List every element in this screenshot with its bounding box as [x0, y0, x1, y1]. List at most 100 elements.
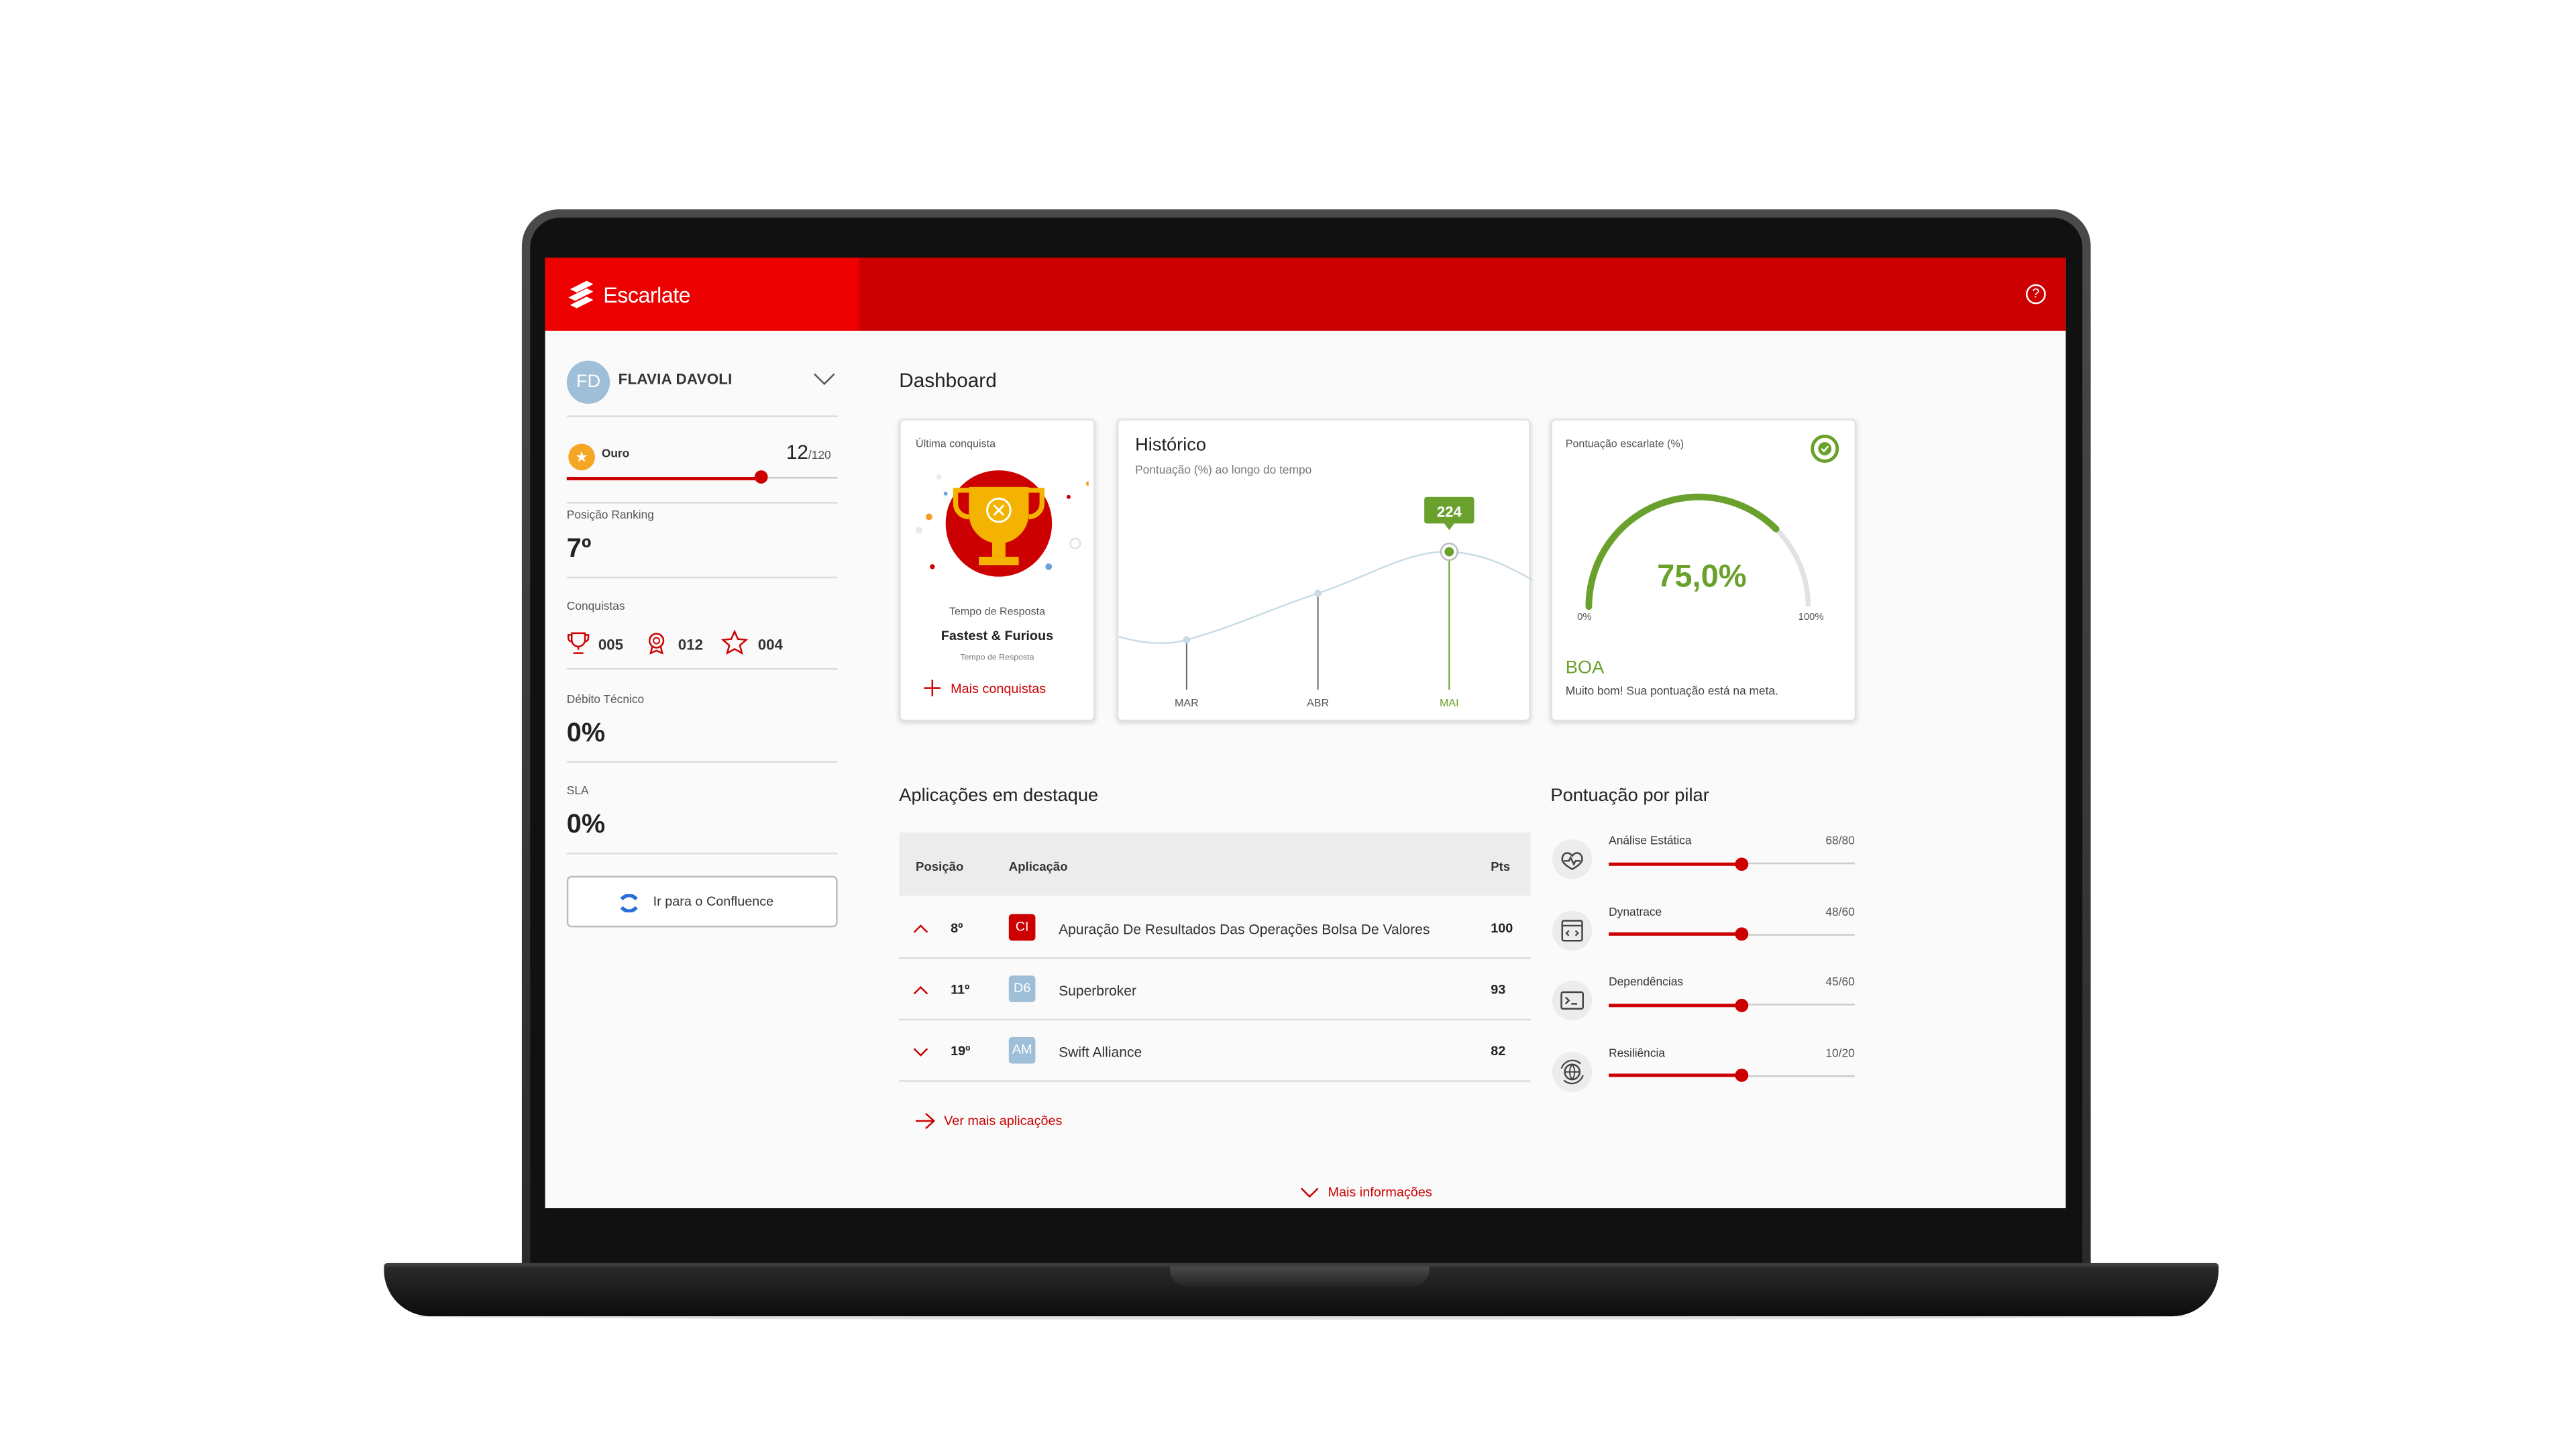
divider: [566, 415, 838, 417]
score-gauge: [1585, 493, 1811, 610]
app-name[interactable]: Superbroker: [1059, 982, 1137, 999]
sla-value: 0%: [566, 810, 606, 840]
pillar-fill: [1609, 861, 1742, 865]
app-badge: CI: [1008, 914, 1036, 941]
app-name[interactable]: Swift Alliance: [1059, 1043, 1142, 1061]
medal-icon: [648, 633, 665, 655]
app-badge: D6: [1008, 975, 1036, 1002]
pillar-icon-bg: [1552, 910, 1593, 950]
confluence-button[interactable]: Ir para o Confluence: [566, 875, 838, 928]
pillar-icon-bg: [1552, 839, 1593, 879]
app-points: 82: [1491, 1043, 1506, 1059]
history-point[interactable]: [1444, 547, 1454, 557]
history-tick-label: MAI: [1440, 697, 1459, 709]
user-name[interactable]: FLAVIA DAVOLI: [618, 370, 733, 388]
trophies-count: 005: [598, 636, 624, 653]
score-label: Pontuação escarlate (%): [1565, 439, 1684, 451]
medals-count: 012: [678, 636, 704, 653]
avatar[interactable]: FD: [566, 360, 610, 405]
history-chart: MAR ABR MAI 224: [1118, 496, 1533, 709]
history-tick-label: MAR: [1175, 697, 1199, 709]
gold-coin-icon: ★: [568, 443, 595, 471]
app-points: 100: [1491, 920, 1513, 936]
history-tooltip: [1424, 496, 1474, 524]
brand-logo-icon[interactable]: [567, 279, 597, 309]
confluence-button-label: Ir para o Confluence: [653, 894, 774, 910]
row-position: 19º: [951, 1043, 971, 1059]
plus-icon[interactable]: [924, 680, 941, 697]
brand-name: Escarlate: [603, 282, 691, 308]
table-row[interactable]: 11º D6 Superbroker 93: [899, 961, 1531, 1021]
pillar-value: 48/60: [1825, 906, 1855, 918]
last-achievement-card: Última conquista Tempo de Resposta Faste…: [899, 419, 1095, 722]
table-row[interactable]: 19º AM Swift Alliance 82: [899, 1022, 1531, 1082]
pillar-value: 68/80: [1825, 836, 1855, 848]
pillar-icon-bg: [1552, 1051, 1593, 1091]
apps-table-header: Posição Aplicação Pts: [899, 833, 1531, 896]
pillar-item[interactable]: Dynatrace 48/60: [1550, 903, 1856, 969]
history-point[interactable]: [1314, 589, 1322, 597]
history-point[interactable]: [1183, 636, 1191, 644]
help-circle-icon[interactable]: ?: [2025, 284, 2046, 305]
score-value: 75,0%: [1657, 559, 1747, 595]
history-tooltip-arrow: [1444, 523, 1454, 531]
col-application: Aplicação: [1008, 859, 1068, 875]
pillar-fill: [1609, 1003, 1742, 1007]
gauge-fill: [1585, 493, 1780, 610]
chevron-up-icon: [913, 985, 928, 995]
more-apps-link[interactable]: Ver mais aplicações: [944, 1113, 1063, 1129]
pillar-name: Resiliência: [1609, 1048, 1666, 1060]
pillar-name: Análise Estática: [1609, 836, 1692, 848]
tech-debt-label: Débito Técnico: [566, 694, 645, 706]
pillar-handle: [1735, 1068, 1749, 1082]
last-achievement-label: Última conquista: [916, 439, 996, 451]
chevron-down-icon[interactable]: [1299, 1185, 1320, 1199]
code-window-icon: [1561, 919, 1583, 941]
stars-count: 004: [757, 636, 783, 653]
pillar-item[interactable]: Dependências 45/60: [1550, 974, 1856, 1040]
pillar-name: Dependências: [1609, 977, 1684, 989]
pillar-fill: [1609, 932, 1742, 936]
brand-area: [545, 258, 859, 331]
arrow-right-icon[interactable]: [914, 1112, 936, 1130]
pillar-handle: [1735, 998, 1749, 1012]
app-badge: AM: [1008, 1036, 1036, 1064]
achievement-sub: Tempo de Resposta: [960, 653, 1034, 663]
app-name[interactable]: Apuração De Resultados Das Operações Bol…: [1059, 920, 1430, 938]
pillar-fill: [1609, 1073, 1742, 1077]
level-progress-handle: [754, 470, 768, 484]
pillar-item[interactable]: Análise Estática 68/80: [1550, 833, 1856, 899]
more-achievements-link[interactable]: Mais conquistas: [951, 681, 1046, 697]
history-subtitle: Pontuação (%) ao longo do tempo: [1135, 465, 1312, 478]
score-status: BOA: [1565, 658, 1605, 678]
level-points-max: /120: [808, 450, 831, 462]
history-card: Histórico Pontuação (%) ao longo do temp…: [1116, 419, 1533, 722]
pillar-value: 45/60: [1825, 977, 1855, 989]
pillar-value: 10/20: [1825, 1048, 1855, 1060]
history-tooltip-label: 224: [1437, 503, 1462, 520]
terminal-icon: [1560, 991, 1584, 1010]
table-row[interactable]: 8º CI Apuração De Resultados Das Operações…: [899, 899, 1531, 959]
divider: [566, 761, 838, 763]
achievement-name: Fastest & Furious: [941, 628, 1054, 643]
trophy-icon: [568, 632, 590, 654]
laptop-shadow: [415, 1313, 2188, 1320]
level-points-value: 12: [786, 440, 808, 464]
chevron-down-icon: [913, 1048, 928, 1057]
pillar-item[interactable]: Resiliência 10/20: [1550, 1044, 1856, 1111]
score-min: 0%: [1577, 613, 1592, 624]
level-progress-fill: [566, 477, 761, 480]
confluence-icon: [620, 894, 638, 913]
pillar-handle: [1735, 927, 1749, 941]
gauge-track: [1774, 527, 1811, 607]
achievement-category: Tempo de Resposta: [949, 606, 1046, 619]
page-title: Dashboard: [899, 368, 997, 392]
more-info-link[interactable]: Mais informações: [1328, 1185, 1432, 1200]
check-circle-icon: [1811, 434, 1839, 463]
laptop-notch: [1170, 1266, 1430, 1287]
chevron-down-icon[interactable]: [812, 370, 836, 387]
pillar-name: Dynatrace: [1609, 906, 1662, 918]
history-tick-label: ABR: [1307, 697, 1329, 709]
history-line: [1118, 551, 1533, 644]
